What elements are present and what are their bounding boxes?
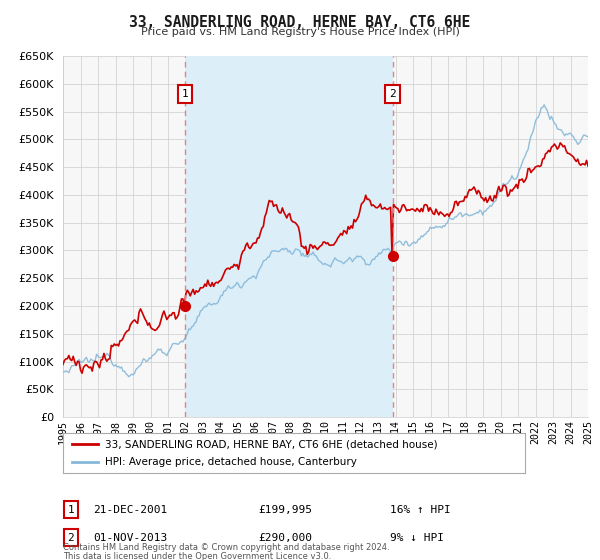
Text: £290,000: £290,000 [258,533,312,543]
Text: Price paid vs. HM Land Registry's House Price Index (HPI): Price paid vs. HM Land Registry's House … [140,27,460,37]
Text: Contains HM Land Registry data © Crown copyright and database right 2024.: Contains HM Land Registry data © Crown c… [63,543,389,552]
Text: This data is licensed under the Open Government Licence v3.0.: This data is licensed under the Open Gov… [63,552,331,560]
Text: 2: 2 [389,89,396,99]
Text: 01-NOV-2013: 01-NOV-2013 [93,533,167,543]
Text: 16% ↑ HPI: 16% ↑ HPI [390,505,451,515]
Text: 33, SANDERLING ROAD, HERNE BAY, CT6 6HE (detached house): 33, SANDERLING ROAD, HERNE BAY, CT6 6HE … [104,439,437,449]
Text: 21-DEC-2001: 21-DEC-2001 [93,505,167,515]
Text: 9% ↓ HPI: 9% ↓ HPI [390,533,444,543]
Text: HPI: Average price, detached house, Canterbury: HPI: Average price, detached house, Cant… [104,457,356,467]
Bar [185,56,392,417]
Text: 1: 1 [182,89,188,99]
Text: £199,995: £199,995 [258,505,312,515]
Text: 2: 2 [67,533,74,543]
Text: 1: 1 [67,505,74,515]
Text: 33, SANDERLING ROAD, HERNE BAY, CT6 6HE: 33, SANDERLING ROAD, HERNE BAY, CT6 6HE [130,15,470,30]
